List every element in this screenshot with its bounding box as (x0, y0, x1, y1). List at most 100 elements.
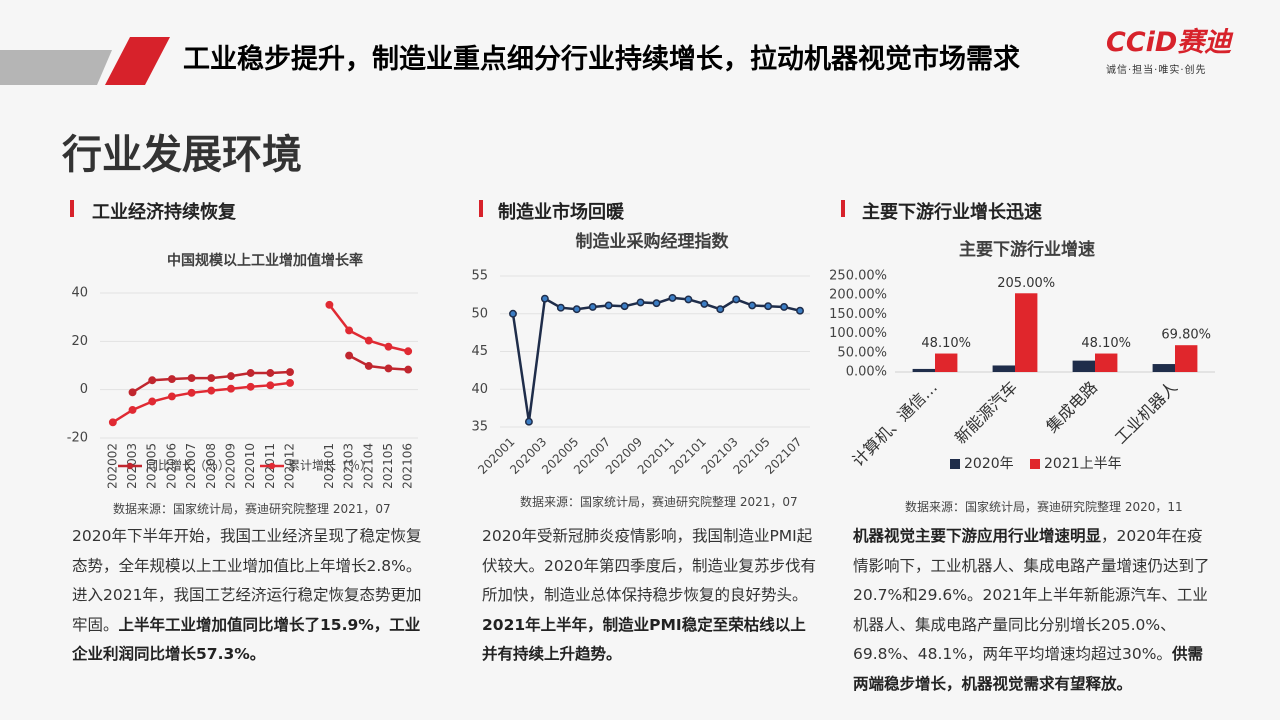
data-label: 69.80% (1161, 328, 1211, 343)
marker (128, 388, 137, 397)
legend-label: 同比增长（％） (146, 459, 230, 473)
marker (764, 302, 773, 311)
chart-title: 中国规模以上工业增加值增长率 (167, 252, 363, 269)
marker (604, 301, 613, 310)
source: 数据来源：国家统计局，赛迪研究院整理 2020，11 (905, 500, 1183, 514)
data-label: 48.10% (921, 336, 971, 351)
x-tick-label: 202007 (184, 443, 198, 489)
marker (404, 365, 413, 374)
bar (992, 365, 1015, 372)
x-tick-label: 202012 (283, 443, 297, 489)
marker (246, 369, 255, 377)
marker (652, 299, 661, 308)
marker (187, 374, 196, 383)
marker (364, 362, 373, 370)
chart-title: 制造业采购经理指数 (576, 231, 730, 252)
section-heading: 主要下游行业增长迅速 (862, 202, 1042, 223)
paragraph-text: 2021年上半年，制造业PMI稳定至荣枯线以上并有持续上升趋势。 (482, 615, 806, 664)
logo-motto: 诚信·担当·唯实·创先 (1106, 65, 1207, 76)
marker (286, 378, 294, 387)
marker (384, 364, 393, 373)
paragraph-text: ，2020年在疫情影响下，工业机器人、集成电路产量增速仍达到了20.7%和29.… (853, 527, 1210, 663)
marker (700, 299, 709, 308)
x-tick-label: 202104 (361, 443, 375, 489)
marker (266, 369, 275, 377)
x-tick-label: 202105 (381, 443, 395, 489)
paragraph: 2020年下半年开始，我国工业经济呈现了稳定恢复态势，全年规模以上工业增加值比上… (72, 522, 430, 670)
legend-swatch (1030, 459, 1040, 469)
gray-band (0, 50, 112, 85)
data-label: 48.10% (1081, 336, 1131, 351)
marker (187, 388, 196, 397)
marker (780, 303, 789, 311)
paragraph-text: 2020年下半年开始，我国工业经济呈现了稳定恢复态势，全年规模以上工业增加值比上… (72, 527, 422, 634)
marker (748, 301, 757, 310)
marker (404, 347, 413, 356)
marker (148, 376, 157, 385)
x-tick-label: 202006 (164, 443, 178, 489)
x-tick-label: 202101 (322, 443, 336, 489)
marker (266, 381, 275, 390)
source: 数据来源：国家统计局，赛迪研究院整理 2021，07 (520, 495, 798, 509)
marker (509, 309, 517, 318)
marker (108, 418, 117, 427)
section-heading: 制造业市场回暖 (498, 202, 624, 223)
legend-marker (268, 462, 276, 470)
x-tick-label: 新能源汽车 (951, 378, 1021, 448)
paragraph-text: 供需两端稳步增长，机器视觉需求有望释放。 (853, 645, 1203, 693)
marker (325, 300, 334, 309)
y-tick-label: 150.00% (829, 307, 887, 322)
marker (524, 417, 533, 426)
x-tick-label: 202009 (223, 443, 237, 489)
heading-marker (70, 200, 74, 217)
marker (540, 294, 549, 303)
marker (227, 384, 235, 393)
marker (207, 374, 216, 383)
marker (345, 351, 354, 360)
marker (620, 302, 629, 311)
x-tick-label: 202106 (401, 443, 415, 489)
y-tick-label: 40 (71, 286, 88, 301)
marker (128, 406, 137, 414)
bar (1072, 360, 1095, 372)
y-tick-label: 35 (471, 420, 488, 435)
marker (384, 342, 393, 351)
x-tick-label: 集成电路 (1042, 378, 1101, 437)
marker (636, 298, 645, 307)
section-heading: 工业经济持续恢复 (92, 202, 236, 223)
y-tick-label: 20 (71, 334, 88, 349)
y-tick-label: 45 (471, 344, 488, 359)
marker (732, 295, 741, 304)
paragraph-text: 机器视觉主要下游应用行业增速明显 (853, 527, 1102, 545)
marker (572, 305, 581, 314)
x-tick-label: 202103 (342, 443, 356, 489)
marker (588, 303, 597, 311)
x-tick-label: 202010 (243, 443, 257, 489)
legend-label: 2020年 (964, 456, 1014, 472)
paragraph: 2020年受新冠肺炎疫情影响，我国制造业PMI起伏较大。2020年第四季度后，制… (482, 522, 817, 670)
marker (167, 392, 176, 401)
bar (935, 353, 958, 372)
marker (796, 306, 804, 315)
marker (556, 303, 565, 312)
logo: CCiD赛迪 诚信·担当·唯实·创先 (1106, 20, 1231, 76)
paragraph-text: 2020年受新冠肺炎疫情影响，我国制造业PMI起伏较大。2020年第四季度后，制… (482, 527, 816, 604)
heading-marker (479, 200, 483, 217)
chart-title: 主要下游行业增速 (959, 239, 1095, 260)
marker (227, 372, 235, 381)
x-tick-label: 计算机、通信… (848, 378, 941, 471)
y-tick-label: 200.00% (829, 288, 887, 303)
x-tick-label: 202002 (105, 443, 119, 489)
y-tick-label: 100.00% (829, 326, 887, 341)
y-tick-label: 0.00% (846, 365, 887, 380)
heading-marker (841, 200, 845, 217)
bar (1015, 293, 1038, 372)
legend-marker (126, 462, 134, 470)
y-tick-label: 50 (471, 306, 488, 321)
red-band (105, 37, 170, 85)
y-tick-label: 0 (80, 382, 88, 397)
y-tick-label: 55 (471, 269, 488, 284)
marker (668, 293, 677, 302)
